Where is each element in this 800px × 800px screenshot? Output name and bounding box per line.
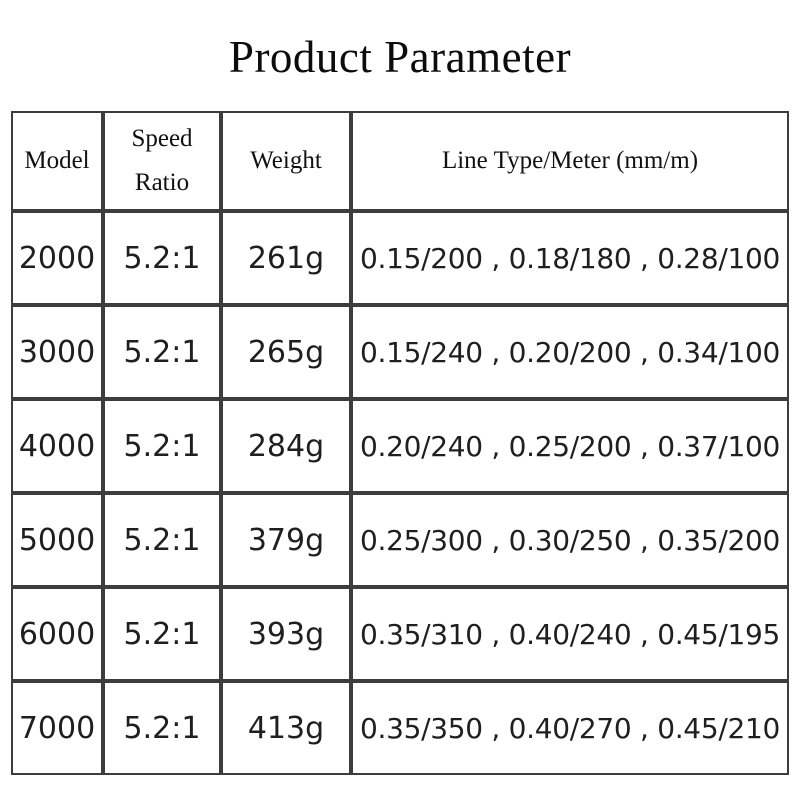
table-row: 2000 5.2:1 261g 0.15/200 , 0.18/180 , 0.… <box>11 211 789 305</box>
cell-weight: 284g <box>221 399 351 493</box>
cell-speed-ratio: 5.2:1 <box>103 399 221 493</box>
table-row: 7000 5.2:1 413g 0.35/350 , 0.40/270 , 0.… <box>11 681 789 775</box>
cell-speed-ratio: 5.2:1 <box>103 211 221 305</box>
page-title: Product Parameter <box>228 32 572 82</box>
cell-line-type: 0.25/300 , 0.30/250 , 0.35/200 <box>351 493 789 587</box>
header-model: Model <box>11 111 103 211</box>
cell-speed-ratio: 5.2:1 <box>103 587 221 681</box>
table-row: 5000 5.2:1 379g 0.25/300 , 0.30/250 , 0.… <box>11 493 789 587</box>
table-row: 3000 5.2:1 265g 0.15/240 , 0.20/200 , 0.… <box>11 305 789 399</box>
header-speed-ratio: Speed Ratio <box>103 111 221 211</box>
header-row: Model Speed Ratio Weight Line Type/Meter… <box>11 111 789 211</box>
cell-line-type: 0.20/240 , 0.25/200 , 0.37/100 <box>351 399 789 493</box>
header-weight: Weight <box>221 111 351 211</box>
cell-line-type: 0.15/200 , 0.18/180 , 0.28/100 <box>351 211 789 305</box>
cell-model: 6000 <box>11 587 103 681</box>
table-row: 6000 5.2:1 393g 0.35/310 , 0.40/240 , 0.… <box>11 587 789 681</box>
cell-model: 3000 <box>11 305 103 399</box>
cell-model: 2000 <box>11 211 103 305</box>
cell-weight: 379g <box>221 493 351 587</box>
cell-line-type: 0.35/310 , 0.40/240 , 0.45/195 <box>351 587 789 681</box>
product-parameter-table: Model Speed Ratio Weight Line Type/Meter… <box>11 111 789 775</box>
cell-weight: 261g <box>221 211 351 305</box>
table-row: 4000 5.2:1 284g 0.20/240 , 0.25/200 , 0.… <box>11 399 789 493</box>
cell-model: 4000 <box>11 399 103 493</box>
cell-speed-ratio: 5.2:1 <box>103 493 221 587</box>
cell-model: 7000 <box>11 681 103 775</box>
cell-weight: 393g <box>221 587 351 681</box>
cell-line-type: 0.35/350 , 0.40/270 , 0.45/210 <box>351 681 789 775</box>
cell-speed-ratio: 5.2:1 <box>103 681 221 775</box>
header-line-type: Line Type/Meter (mm/m) <box>351 111 789 211</box>
cell-weight: 413g <box>221 681 351 775</box>
cell-speed-ratio: 5.2:1 <box>103 305 221 399</box>
cell-line-type: 0.15/240 , 0.20/200 , 0.34/100 <box>351 305 789 399</box>
cell-weight: 265g <box>221 305 351 399</box>
cell-model: 5000 <box>11 493 103 587</box>
